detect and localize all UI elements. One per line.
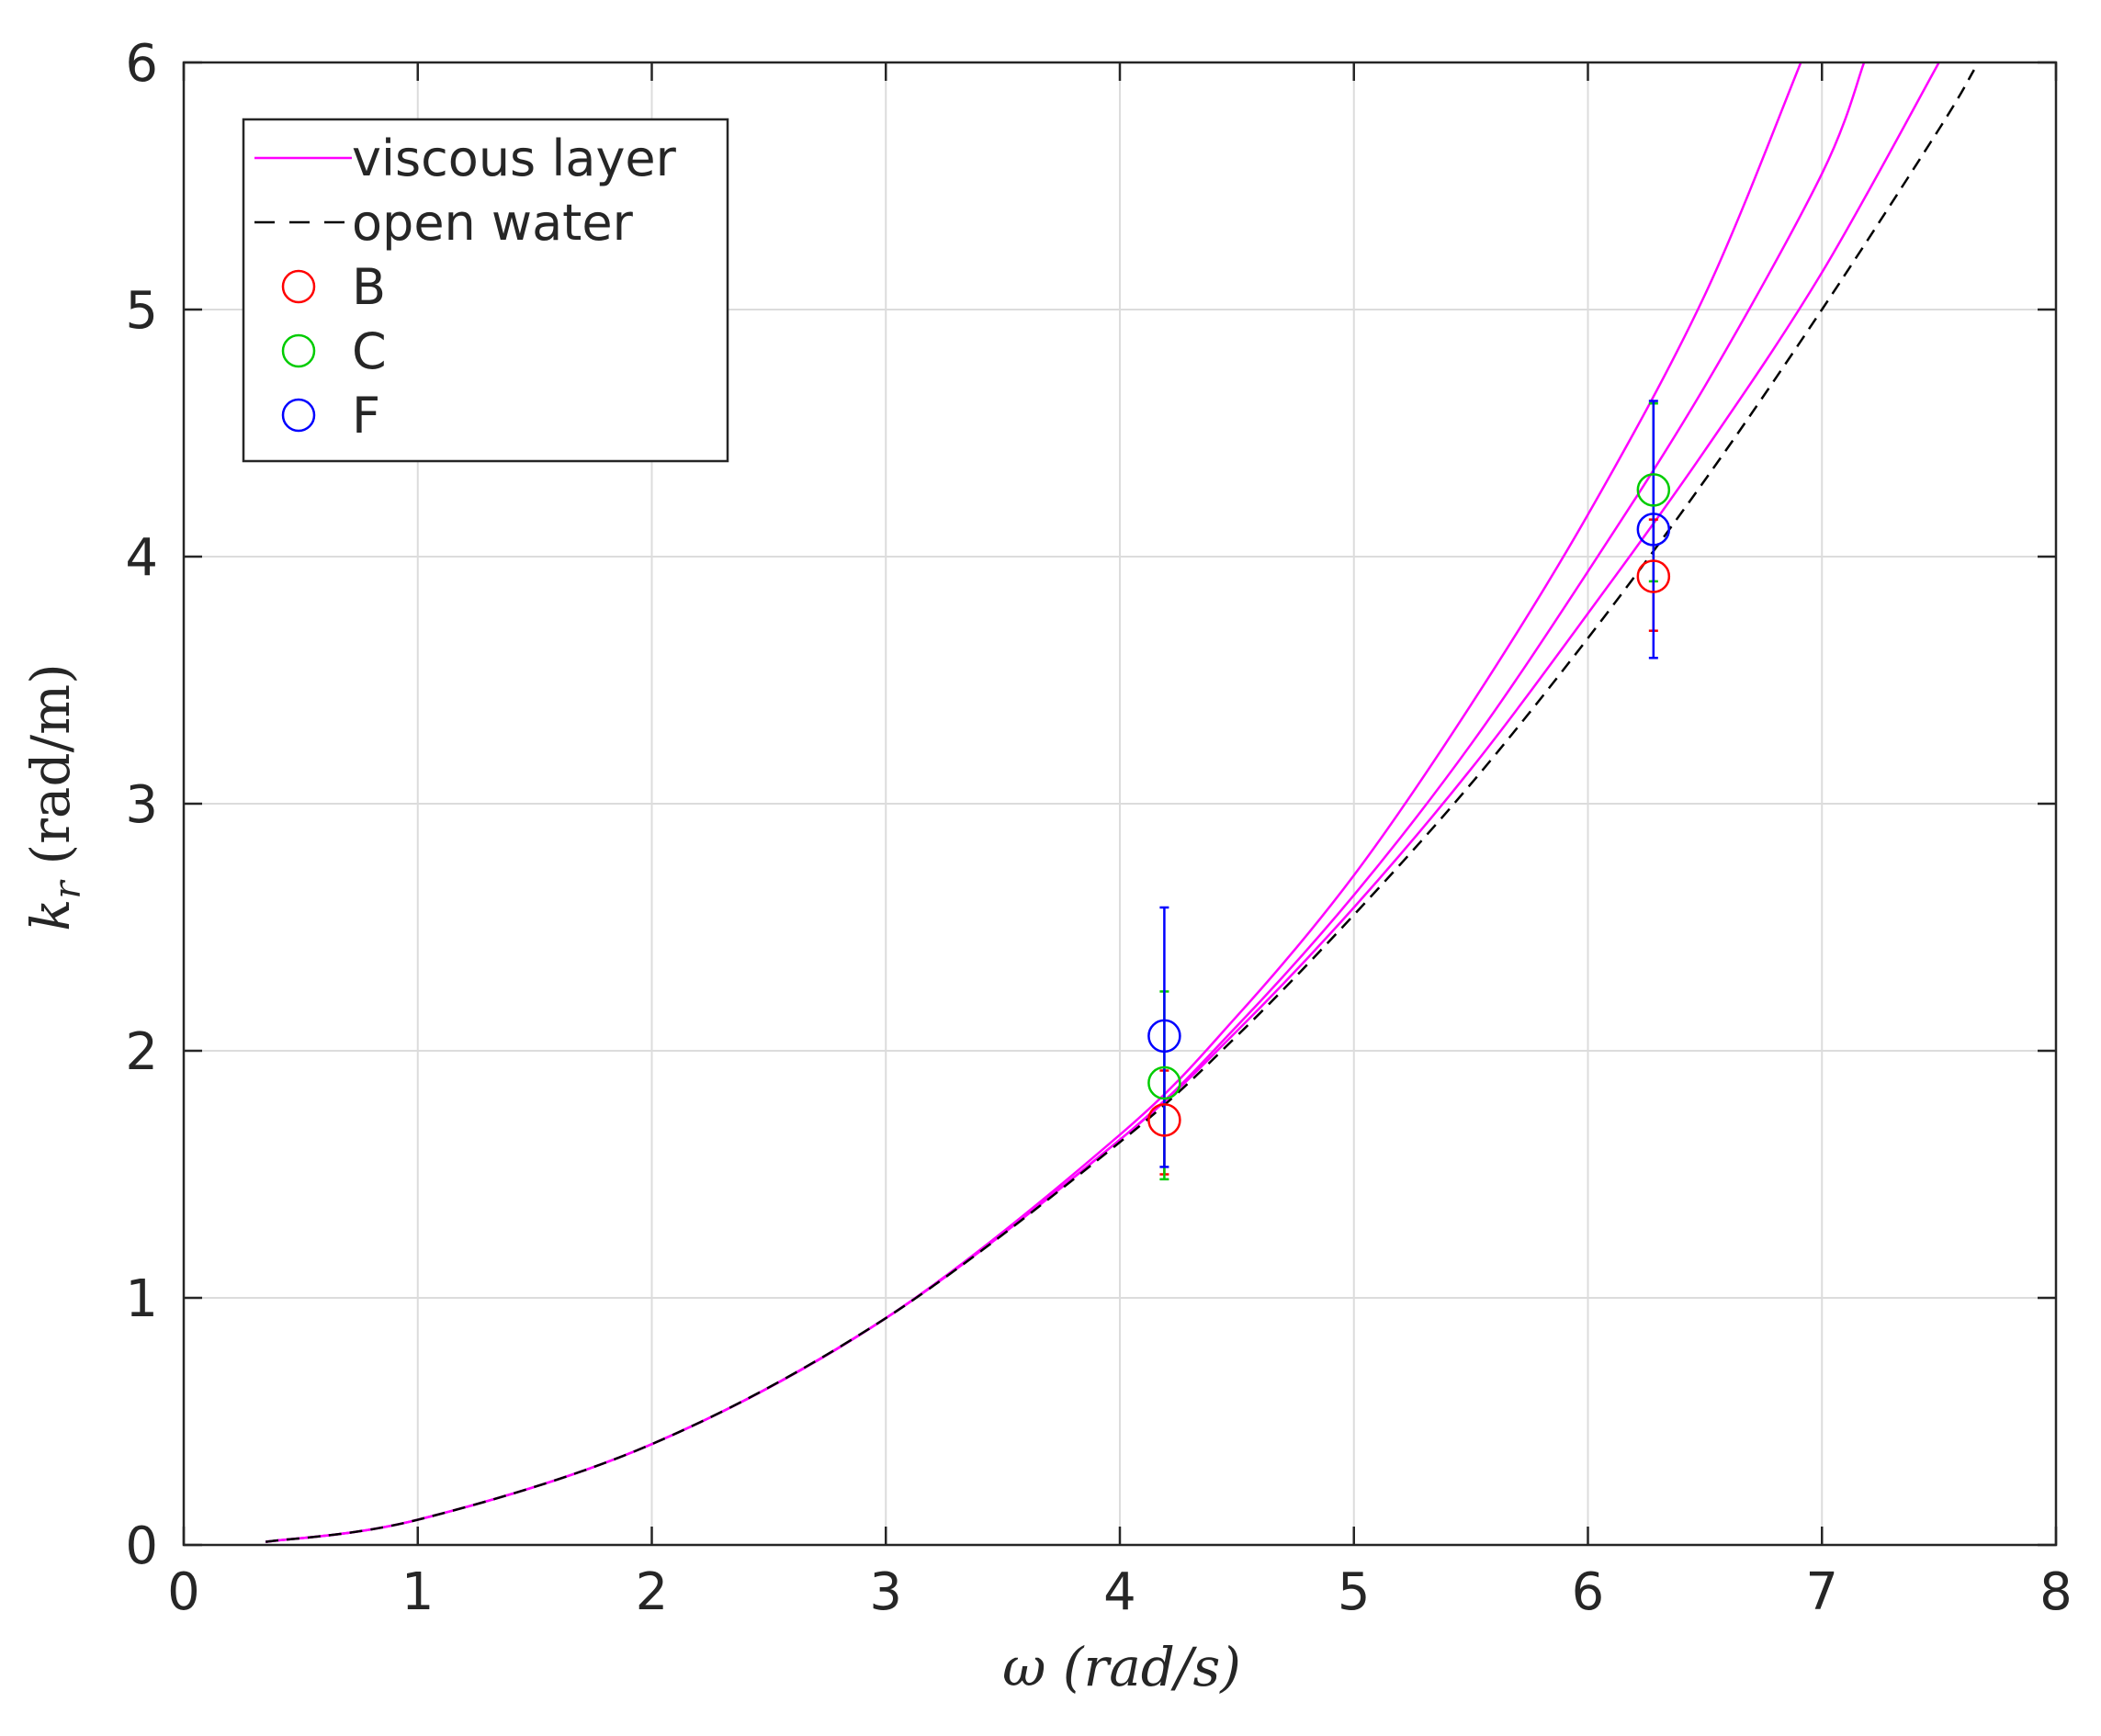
legend-swatch	[281, 398, 316, 433]
y-axis-label: kr (rad/m)	[19, 663, 89, 931]
legend-box	[242, 118, 729, 463]
legend-label: C	[352, 322, 387, 380]
legend: viscous layer open water BCF	[242, 118, 729, 463]
data-point-f	[1636, 513, 1671, 547]
axis-ticks: 0 1 2 3 4 5 6 7 8 0 1 2 3 4 5 6	[125, 34, 2072, 1622]
x-tick-label: 0	[167, 1562, 200, 1622]
legend-swatch	[281, 269, 316, 304]
x-tick-label: 6	[1572, 1562, 1605, 1622]
plot-series	[265, 62, 1975, 1543]
legend-entry: B	[281, 258, 386, 316]
legend-swatch	[281, 333, 316, 368]
x-axis-label-text: ω (rad/s)	[1002, 1636, 1241, 1698]
legend-entry: C	[281, 322, 387, 380]
x-tick-label: 8	[2039, 1562, 2073, 1622]
data-point-b	[1636, 559, 1671, 593]
x-tick-label: 4	[1103, 1562, 1136, 1622]
legend-label: viscous layer	[352, 130, 677, 187]
y-tick-label: 5	[125, 281, 158, 341]
x-tick-label: 3	[869, 1562, 902, 1622]
x-tick-label: 2	[636, 1562, 669, 1622]
x-tick-label: 1	[401, 1562, 435, 1622]
legend-label: open water	[352, 194, 634, 252]
y-axis-label-subscript: r	[47, 879, 89, 899]
y-tick-label: 6	[125, 34, 158, 94]
x-axis-label: ω (rad/s)	[1002, 1636, 1241, 1698]
legend-entry: viscous layer	[254, 130, 677, 187]
y-tick-label: 1	[125, 1269, 158, 1329]
y-tick-label: 2	[125, 1022, 158, 1082]
y-tick-label: 3	[125, 775, 158, 835]
x-tick-label: 5	[1338, 1562, 1371, 1622]
data-point-f	[1147, 1019, 1181, 1054]
x-tick-label: 7	[1805, 1562, 1838, 1622]
data-point-b	[1147, 1103, 1181, 1137]
legend-label: B	[352, 258, 386, 316]
data-point-c	[1147, 1065, 1181, 1100]
y-tick-label: 0	[125, 1516, 158, 1576]
y-axis-label-unit: (rad/m)	[19, 663, 82, 864]
data-point-c	[1636, 473, 1671, 507]
legend-label: F	[352, 387, 380, 445]
legend-entry: F	[281, 387, 380, 445]
y-axis-label-symbol: k	[19, 899, 82, 931]
legend-entry: open water	[254, 194, 634, 252]
svg-text:kr(rad/m): kr (rad/m)	[19, 663, 89, 931]
y-tick-label: 4	[125, 528, 158, 588]
